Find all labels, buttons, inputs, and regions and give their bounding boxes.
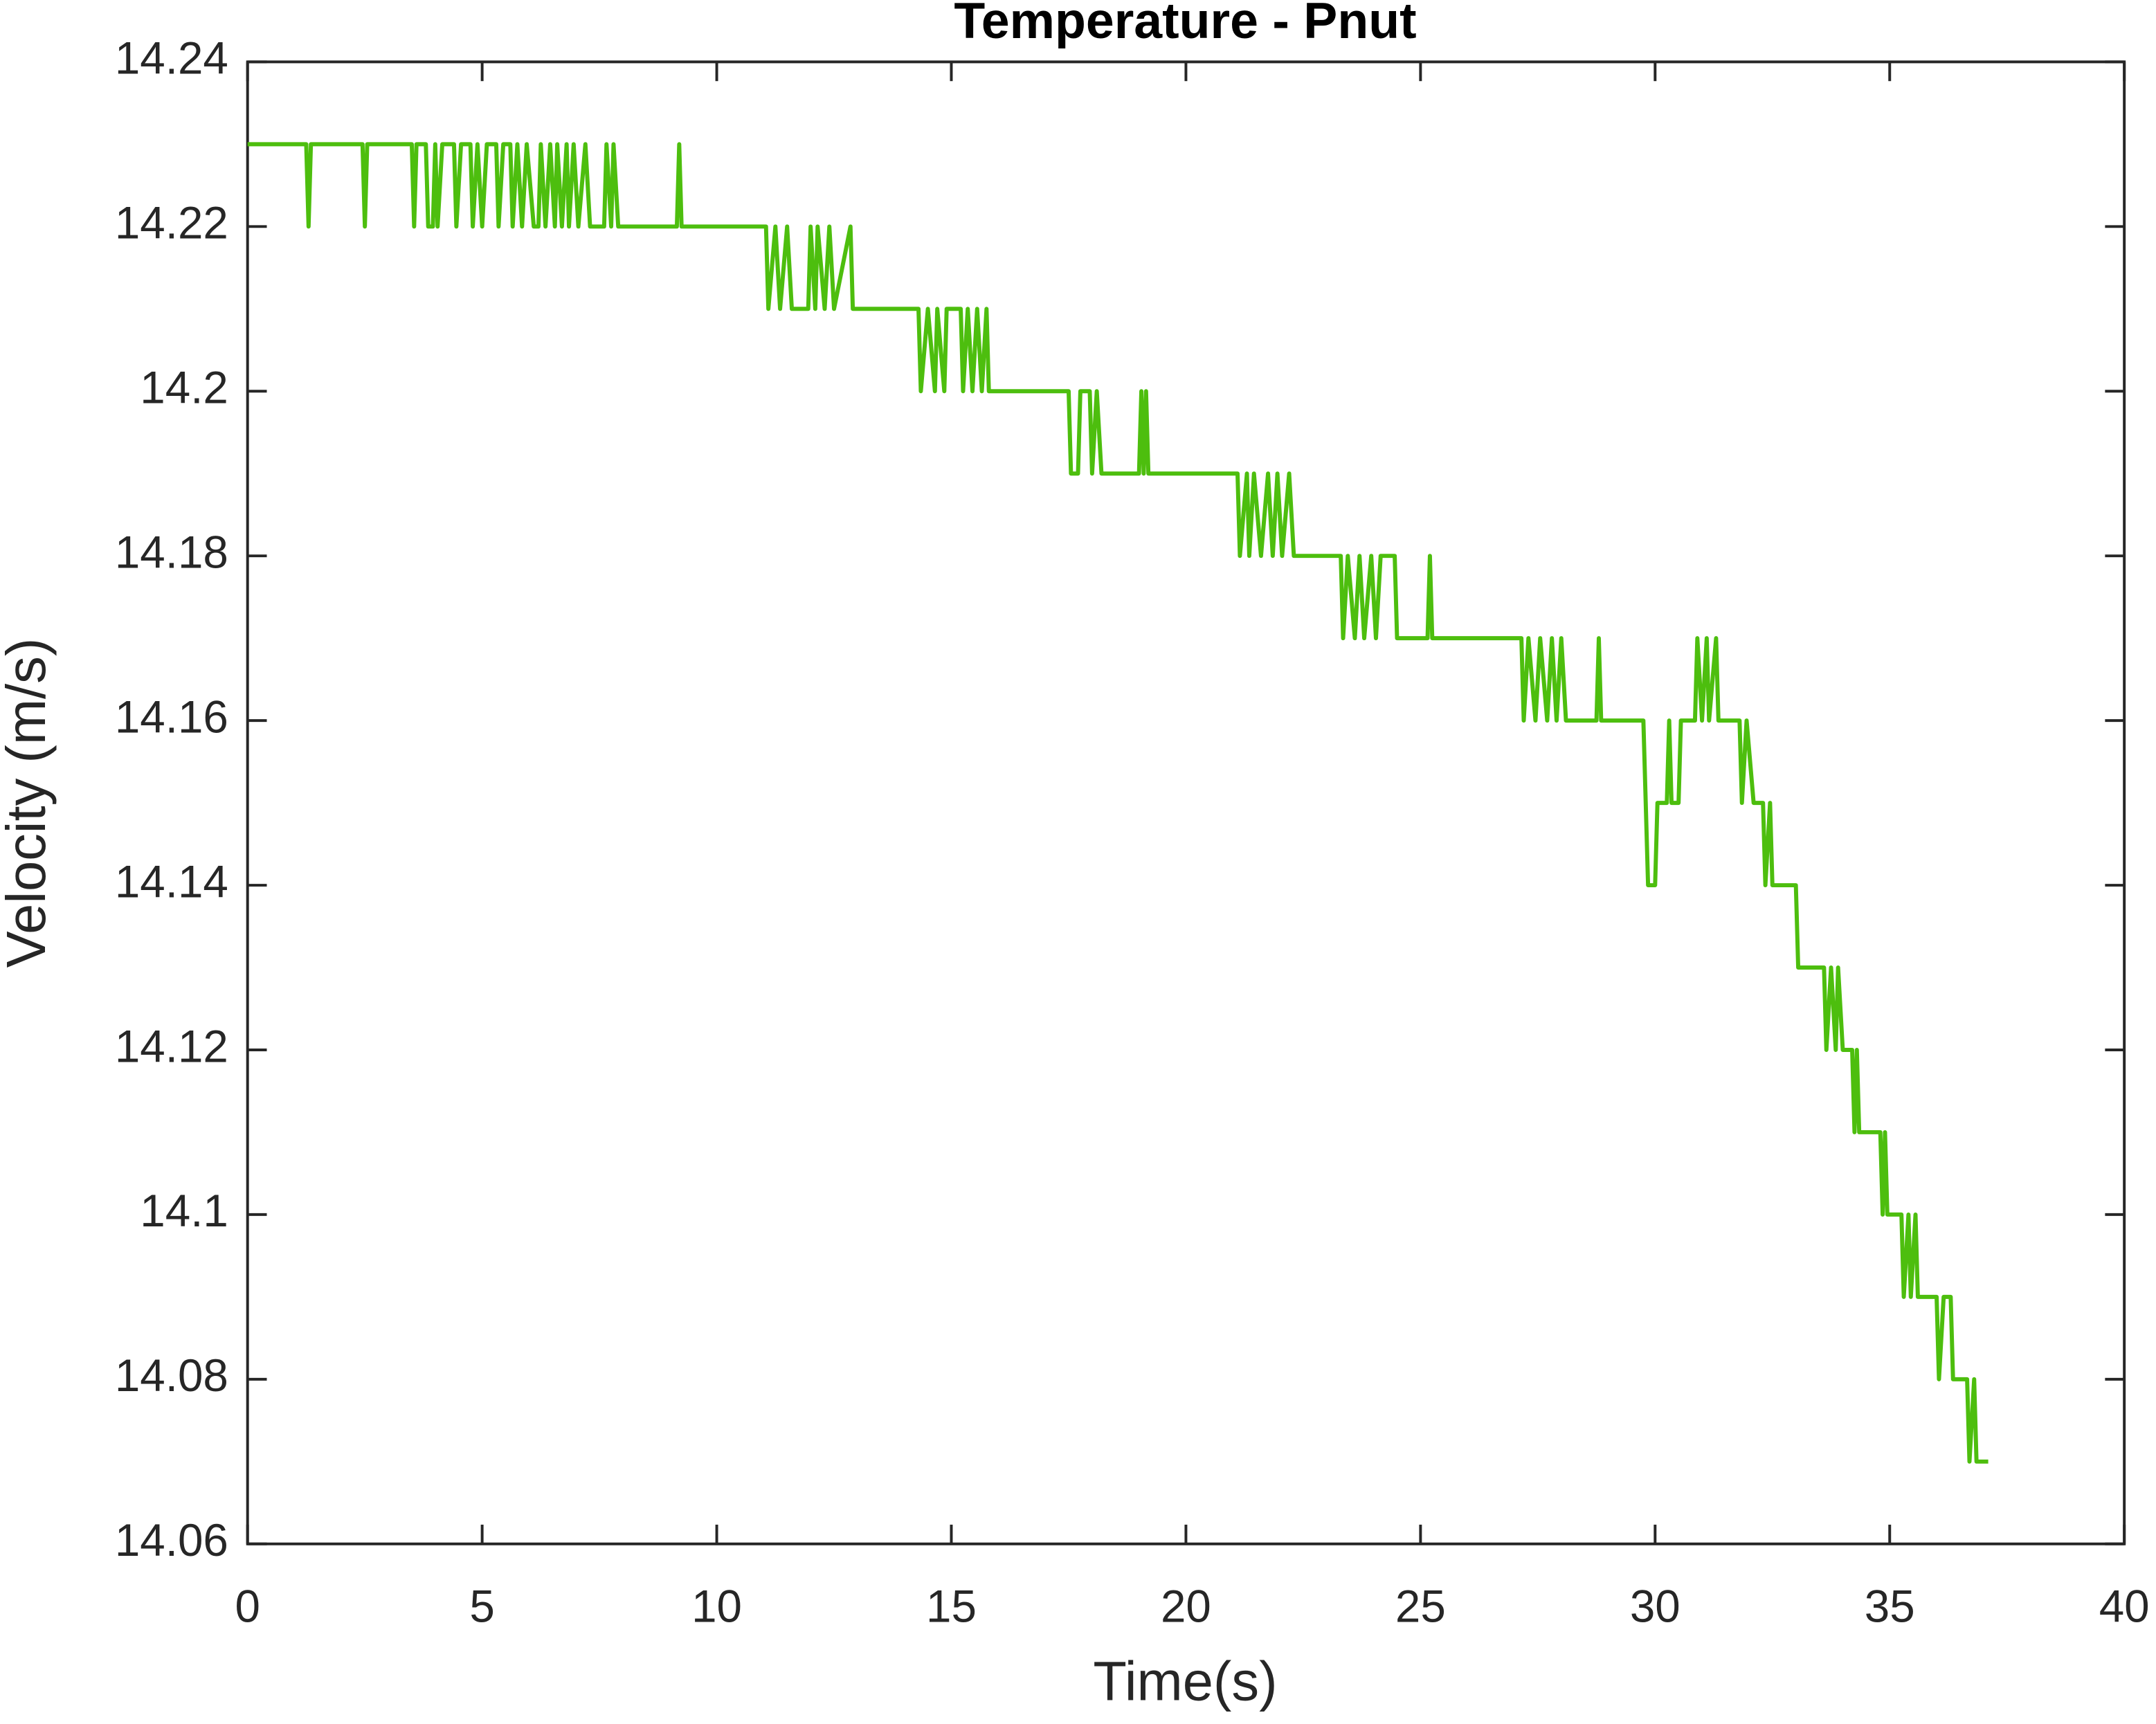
- y-tick-label: 14.18: [115, 527, 228, 577]
- y-tick-label: 14.08: [115, 1350, 228, 1401]
- x-tick-label: 35: [1865, 1581, 1915, 1631]
- y-tick-label: 14.1: [140, 1186, 228, 1236]
- x-tick-label: 25: [1395, 1581, 1446, 1631]
- y-tick-label: 14.06: [115, 1515, 228, 1566]
- x-tick-label: 20: [1161, 1581, 1211, 1631]
- y-tick-label: 14.24: [115, 33, 228, 84]
- y-tick-label: 14.2: [140, 363, 228, 413]
- y-tick-label: 14.14: [115, 856, 228, 907]
- x-tick-label: 0: [235, 1581, 260, 1631]
- x-tick-label: 15: [926, 1581, 977, 1631]
- plot-frame: [246, 60, 2126, 1545]
- y-tick-label: 14.12: [115, 1021, 228, 1071]
- x-tick-label: 10: [691, 1581, 742, 1631]
- y-axis-label: Velocity (m/s): [0, 638, 57, 968]
- y-tick-label: 14.22: [115, 198, 228, 248]
- y-tick-label: 14.16: [115, 691, 228, 742]
- x-tick-label: 5: [469, 1581, 494, 1631]
- x-axis-label: Time(s): [1093, 1650, 1277, 1712]
- x-tick-label: 40: [2099, 1581, 2150, 1631]
- x-tick-label: 30: [1630, 1581, 1681, 1631]
- chart-title: Temperature - Pnut: [954, 0, 1416, 49]
- data-line: [247, 142, 1989, 1464]
